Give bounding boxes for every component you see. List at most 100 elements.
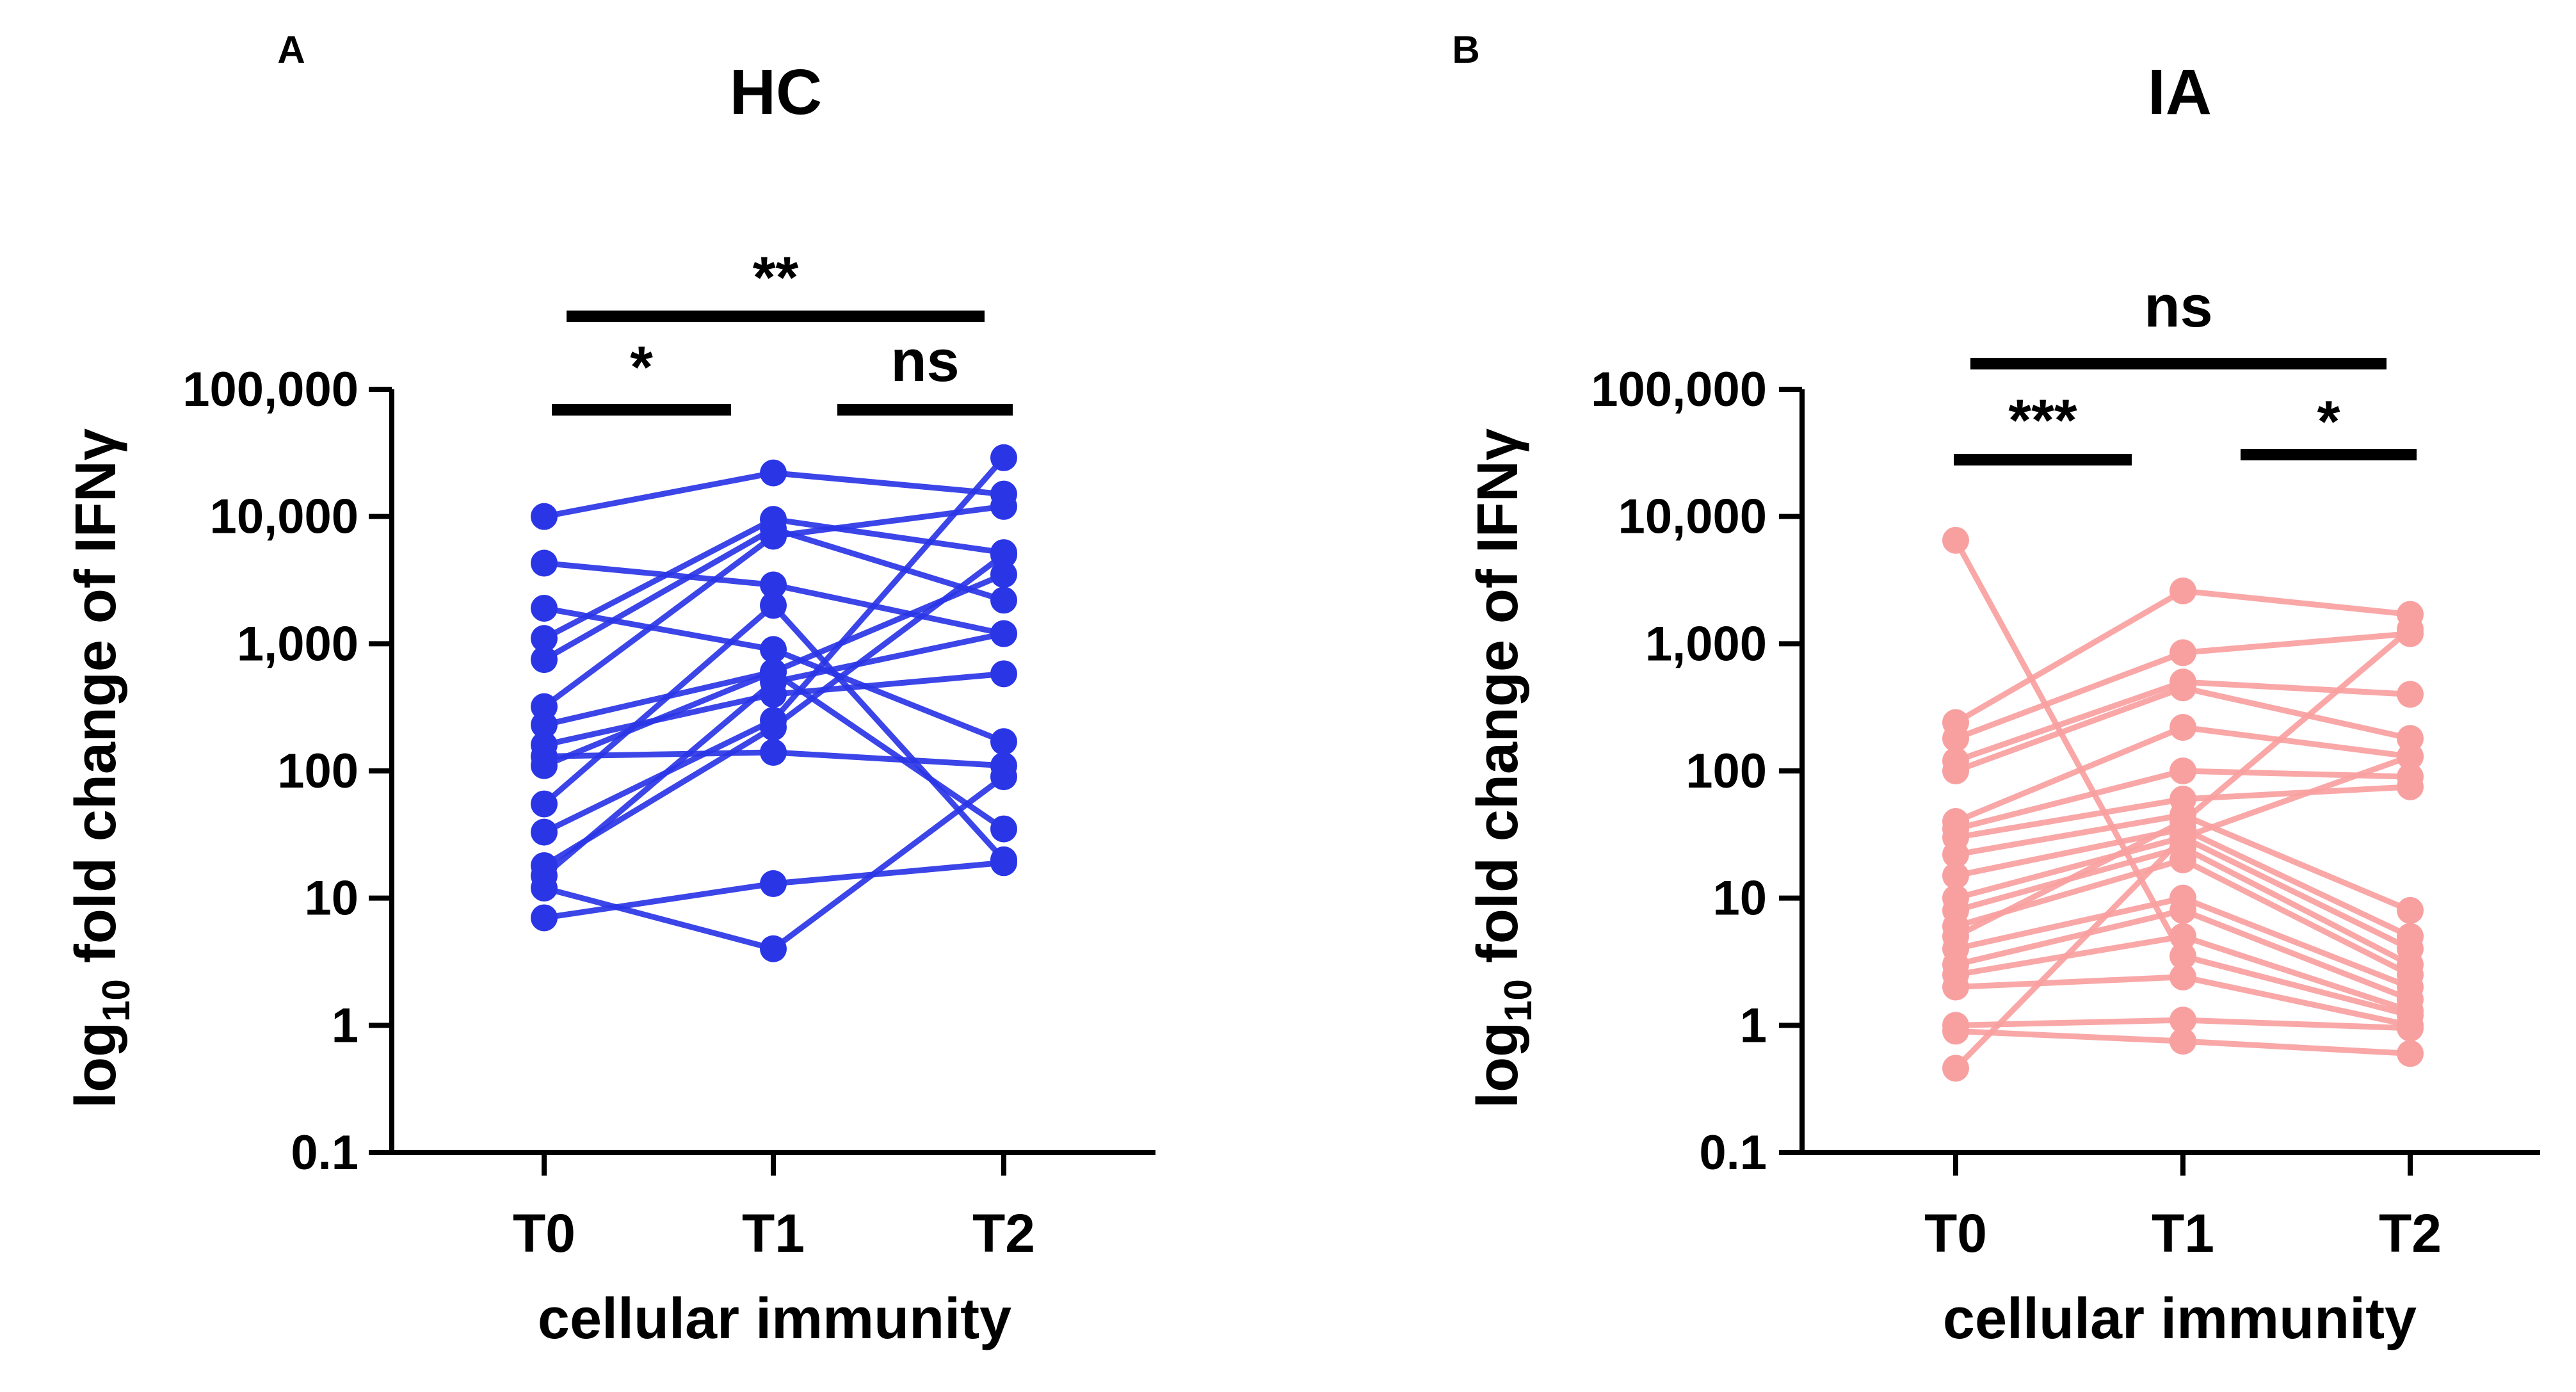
x-tick-label: T2 (972, 1203, 1035, 1263)
y-axis-label-base: log (64, 1022, 128, 1108)
y-tick-label: 100 (1686, 744, 1767, 798)
data-point (2397, 896, 2424, 924)
series-group (531, 444, 1017, 962)
data-point (990, 763, 1017, 791)
data-point (2169, 674, 2196, 702)
chart-panel-a: A HC 0.1 1 10 100 1,000 10,000 100,000 T0 T1 T2 cell… (64, 28, 1155, 1351)
data-point (990, 541, 1017, 569)
chart-title: IA (2148, 56, 2212, 128)
significance-label: ns (2144, 274, 2212, 339)
y-tick-label: 10,000 (210, 490, 358, 544)
data-point (2169, 713, 2196, 741)
data-point (990, 492, 1017, 520)
x-tick-label: T1 (742, 1203, 805, 1263)
data-point (760, 870, 787, 898)
data-point (2397, 615, 2424, 643)
data-point (2397, 773, 2424, 800)
x-axis-label: cellular immunity (538, 1287, 1011, 1351)
data-point (531, 549, 558, 577)
data-point (531, 904, 558, 932)
y-axis-label-rest: fold change of IFNγ (64, 428, 128, 979)
significance-label: ** (753, 245, 799, 311)
data-point (1942, 841, 1969, 868)
x-tick-label: T0 (1924, 1203, 1987, 1263)
data-point (1942, 725, 1969, 752)
data-point (2169, 1007, 2196, 1034)
data-point (760, 668, 787, 696)
y-tick-label: 10 (1712, 871, 1767, 926)
data-point (760, 459, 787, 487)
series-group (1942, 526, 2424, 1082)
y-tick-label: 100,000 (182, 362, 358, 417)
y-tick-label: 1 (332, 998, 358, 1053)
data-point (531, 818, 558, 846)
data-point (1942, 1055, 1969, 1082)
panel-letter: A (277, 28, 305, 71)
y-axis-label-subscript: 10 (1497, 979, 1540, 1022)
significance-label: * (2317, 389, 2340, 455)
data-point (531, 790, 558, 818)
y-axis-label: log10 fold change of IFNγ (64, 428, 138, 1108)
y-axis-label: log10 fold change of IFNγ (1466, 428, 1540, 1108)
y-axis-label-subscript: 10 (95, 979, 138, 1022)
data-point (2169, 823, 2196, 851)
y-tick-label: 10,000 (1618, 490, 1767, 544)
data-point (1942, 1017, 1969, 1045)
data-point (531, 503, 558, 530)
y-axis-label-rest: fold change of IFNγ (1466, 428, 1530, 979)
x-tick-label: T2 (2379, 1203, 2442, 1263)
data-point (2397, 681, 2424, 708)
data-point (2169, 963, 2196, 991)
data-point (760, 713, 787, 741)
significance-label: ns (890, 328, 959, 394)
data-point (990, 660, 1017, 688)
y-tick-label: 1,000 (237, 617, 358, 671)
data-point (2397, 1014, 2424, 1042)
x-tick-label: T1 (2152, 1203, 2214, 1263)
data-point (2397, 1040, 2424, 1067)
data-point (760, 935, 787, 962)
y-tick-label: 1 (1740, 998, 1767, 1053)
chart-title: HC (730, 56, 822, 128)
y-tick-label: 100 (277, 744, 358, 798)
chart-panel-b: B IA 0.1 1 10 100 1,000 10,000 100,000 T0 T1 T2 cell… (1452, 28, 2540, 1351)
data-point (2397, 743, 2424, 770)
data-point (990, 815, 1017, 843)
data-point (2169, 757, 2196, 784)
data-point (1942, 757, 1969, 784)
y-tick-label: 10 (304, 871, 358, 926)
data-point (2169, 846, 2196, 873)
y-tick-label: 0.1 (1699, 1126, 1767, 1180)
y-tick-label: 100,000 (1591, 362, 1767, 417)
panel-letter: B (1452, 28, 1479, 71)
significance-label: * (630, 335, 653, 400)
data-point (531, 874, 558, 902)
data-point (990, 620, 1017, 647)
data-point (760, 738, 787, 766)
data-point (2169, 577, 2196, 604)
data-point (990, 849, 1017, 877)
y-tick-label: 1,000 (1645, 617, 1767, 671)
x-tick-label: T0 (513, 1203, 576, 1263)
data-point (760, 571, 787, 599)
data-point (990, 561, 1017, 588)
data-point (531, 594, 558, 622)
significance-label: *** (2008, 388, 2077, 453)
data-point (2169, 896, 2196, 924)
data-point (2169, 943, 2196, 970)
y-tick-label: 0.1 (291, 1126, 358, 1180)
data-point (531, 752, 558, 779)
data-point (1942, 973, 1969, 1001)
data-point (2169, 639, 2196, 667)
data-point (760, 636, 787, 663)
data-point (531, 711, 558, 739)
data-point (990, 728, 1017, 756)
x-axis-label: cellular immunity (1943, 1287, 2417, 1351)
y-axis-label-base: log (1466, 1022, 1530, 1108)
data-point (531, 625, 558, 652)
data-point (1942, 526, 1969, 554)
data-point (760, 592, 787, 619)
data-point (2169, 923, 2196, 950)
data-point (531, 646, 558, 674)
